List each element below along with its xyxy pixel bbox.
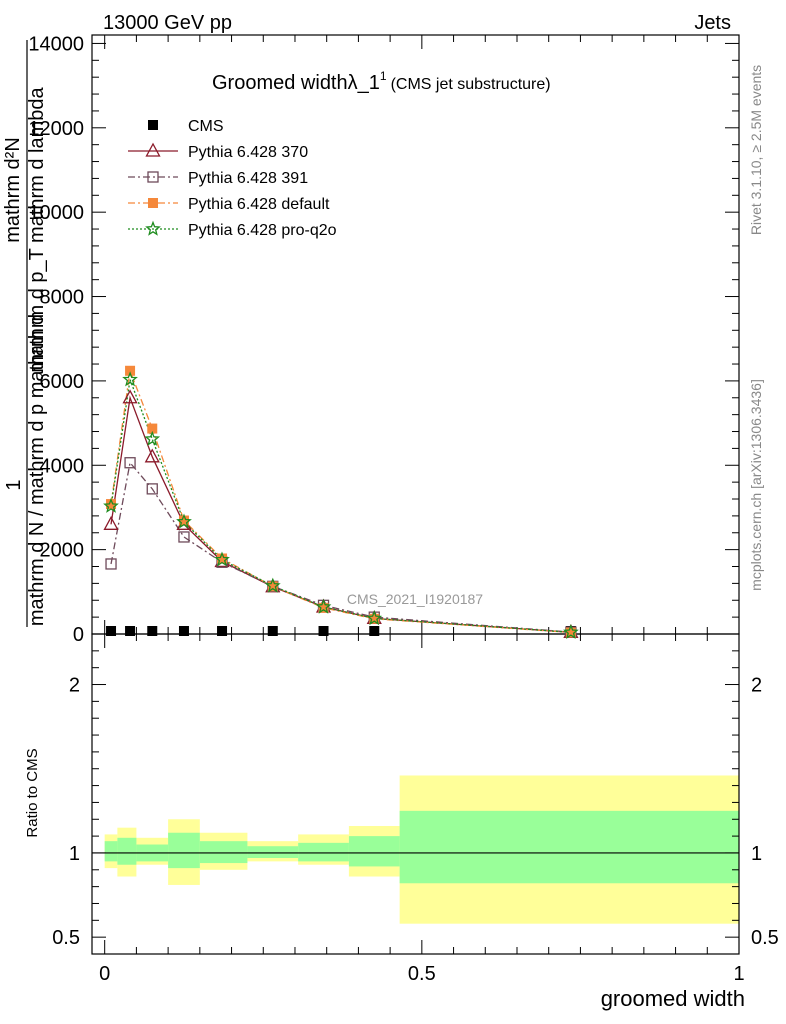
series-1-point [122,389,138,404]
y-label-one: 1 [3,479,25,490]
series-2-point [146,483,158,495]
series-2-point [178,531,190,543]
y-tick-label: 10000 [28,202,84,224]
series-0-point [369,626,380,636]
ratio-uncertainty-inner [104,810,739,884]
series-4-point [366,610,383,626]
series-2-point [105,558,117,570]
y-label-lower: mathrm d N / mathrm d p mathrm d [26,314,48,626]
series-2-point [124,457,136,469]
series-line-2 [110,461,571,633]
ratio-band-inner-8 [399,810,739,884]
y-tick-label: 14000 [28,33,84,55]
header-process-label: Jets [694,12,731,34]
series-4-point [176,513,192,529]
ratio-tick-label-right: 2 [751,675,762,697]
series-4-point [264,577,281,593]
y-axis-label: 1 mathrm d²N mathrm d p_T mathrm d lambd… [2,40,48,627]
series-3-point [318,602,329,613]
x-tick-label: 0.5 [408,963,436,985]
series-3-point [147,423,158,434]
y-tick-label: 4000 [40,455,85,477]
legend-marker-0 [148,120,158,130]
ratio-band-inner-0 [104,841,118,862]
series-0-point [125,626,136,636]
ratio-band-inner-4 [199,841,248,864]
chart-title: Groomed widthλ_11 (CMS jet substructure) [212,69,551,94]
legend-marker-4 [145,220,161,236]
series-1-point [144,448,160,463]
series-3-point [106,499,117,510]
y-label-numerator: mathrm d²N [2,137,24,243]
series-1-point [103,515,119,530]
ratio-band-inner-5 [247,846,299,858]
series-lines [110,368,571,634]
series-4-point [563,624,579,640]
series-3-point [369,613,380,624]
ratio-tick-label-right: 1 [751,843,762,865]
ratio-band-inner-3 [168,832,200,869]
legend-label-3: Pythia 6.428 default [188,196,330,213]
series-0-point [147,626,158,636]
series-4-point [103,497,119,513]
ratio-tick-label: 2 [69,675,80,697]
series-markers [103,365,579,640]
x-tick-label: 0 [99,963,110,985]
series-line-4 [110,377,571,633]
rivet-version-label: Rivet 3.1.10, ≥ 2.5M events [748,65,764,235]
series-3-point [125,365,136,376]
y-label-denominator: mathrm d p_T mathrm d lambda [26,86,48,372]
series-line-3 [110,368,571,634]
y-tick-label: 8000 [40,287,85,309]
header-energy-label: 13000 GeV pp [103,12,232,34]
ratio-band-inner-6 [298,842,349,862]
x-tick-label: 1 [733,963,744,985]
analysis-label: CMS_2021_I1920187 [347,591,483,607]
series-3-point [565,627,576,638]
legend-label-1: Pythia 6.428 370 [188,144,308,161]
series-3-point [217,553,228,564]
axis-ticks [92,35,740,954]
series-line-1 [110,395,571,633]
axis-tick-labels: 0 0.5 1 0 2000 4000 6000 8000 10000 12000 14000 0.5… [28,33,778,985]
legend-label-4: Pythia 6.428 pro-q2o [188,222,337,239]
series-3-point [267,581,278,592]
series-4-point [122,371,138,387]
legend-label-2: Pythia 6.428 391 [188,170,308,187]
y-tick-label: 6000 [40,371,85,393]
legend-marker-1 [145,142,161,157]
legend: CMS Pythia 6.428 370 Pythia 6.428 391 Pythi… [128,118,337,239]
series-4-point [144,430,161,446]
y-tick-label: 12000 [28,118,84,140]
y-tick-label: 2000 [40,540,85,562]
y-tick-label: 0 [73,624,84,646]
ratio-plot-frame [91,633,740,955]
ratio-y-axis-label: Ratio to CMS [24,748,41,837]
ratio-tick-label: 1 [69,843,80,865]
series-0-point [267,626,278,636]
legend-label-0: CMS [188,118,224,135]
series-0-point [318,626,329,636]
ratio-band-inner-1 [117,837,137,865]
series-0-point [178,626,189,636]
series-4-point [315,598,332,614]
series-4-point [214,551,230,567]
series-0-point [217,626,228,636]
mcplots-label: mcplots.cern.ch [arXiv:1306.3436] [748,379,764,591]
ratio-tick-label-right: 0.5 [751,927,779,949]
x-axis-label: groomed width [601,986,745,1011]
legend-marker-2 [147,171,159,183]
series-3-point [178,515,189,526]
legend-marker-3 [148,198,158,208]
ratio-tick-label: 0.5 [52,927,80,949]
ratio-band-inner-7 [348,836,400,867]
series-0-point [106,626,117,636]
